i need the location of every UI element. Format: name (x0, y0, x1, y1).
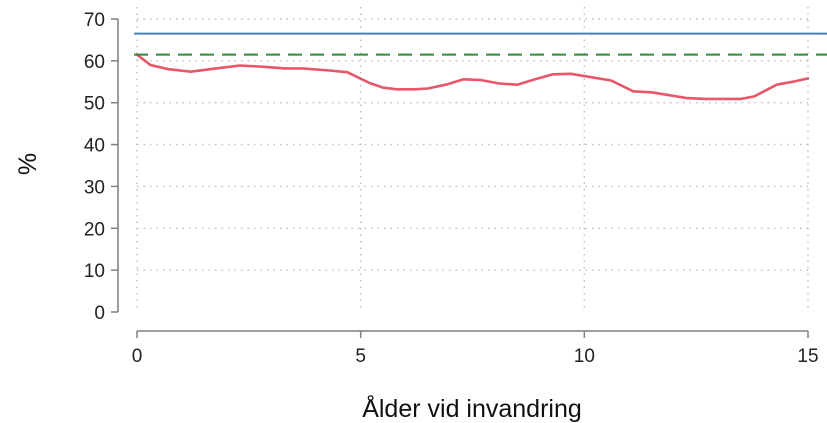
ticks-layer: 0 10 20 30 40 50 60 70 0 5 10 15 (84, 10, 819, 367)
y-tick-label: 70 (84, 10, 105, 31)
y-tick-label: 40 (84, 136, 105, 157)
y-tick-label: 10 (84, 261, 105, 282)
y-axis-title: % (14, 153, 42, 175)
x-tick-label: 10 (574, 346, 595, 367)
y-tick-label: 20 (84, 219, 105, 240)
y-tick-label: 60 (84, 52, 105, 73)
y-tick-label: 30 (84, 177, 105, 198)
series-layer (134, 32, 827, 101)
series-line-1 (135, 53, 810, 101)
x-tick-label: 5 (355, 346, 366, 367)
x-axis-title: Ålder vid invandring (362, 393, 582, 423)
grid-layer (136, 7, 809, 312)
y-tick-label: 0 (94, 303, 105, 324)
y-tick-label: 50 (84, 94, 105, 115)
x-tick-label: 15 (797, 346, 818, 367)
axes-layer (117, 19, 808, 332)
x-tick-label: 0 (132, 346, 143, 367)
